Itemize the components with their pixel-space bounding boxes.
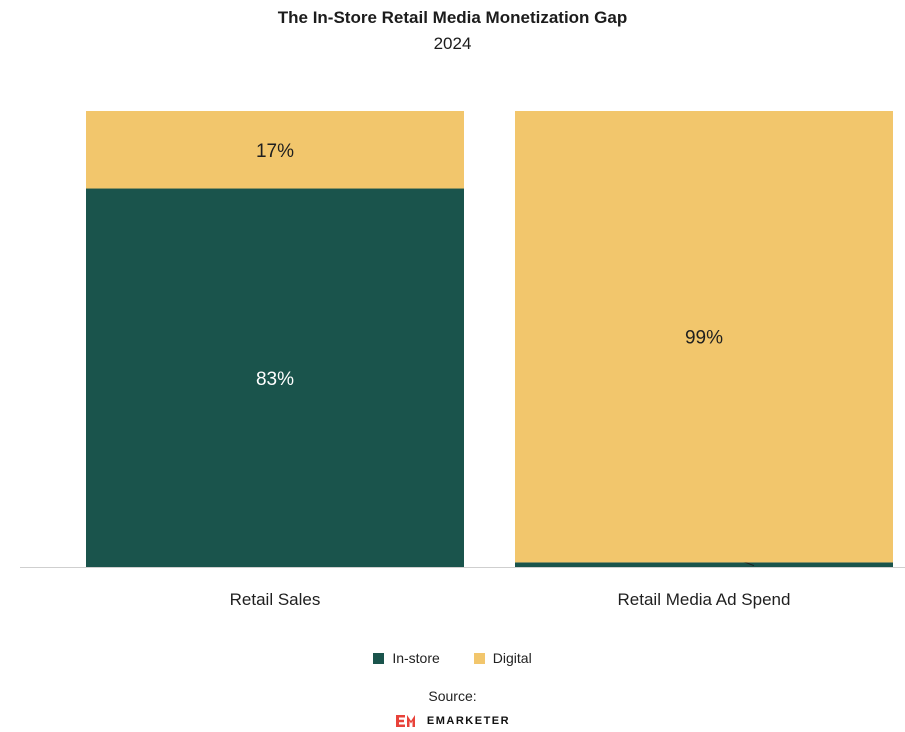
data-label-in-store-1: 83% — [256, 369, 294, 390]
category-label-2: Retail Media Ad Spend — [618, 590, 791, 609]
bar-segment-in-store-2 — [515, 562, 893, 567]
emarketer-logo: EMARKETER — [0, 714, 905, 728]
logo-text: EMARKETER — [426, 715, 511, 727]
stacked-bar-chart: 83%17%Retail Sales1%99%Retail Media Ad S… — [20, 111, 905, 609]
category-label-1: Retail Sales — [230, 590, 321, 609]
chart-title: The In-Store Retail Media Monetization G… — [277, 8, 628, 27]
chart-subtitle: 2024 — [433, 34, 472, 53]
source-label: Source: — [428, 688, 477, 704]
data-label-digital-1: 17% — [256, 141, 294, 162]
data-label-digital-2: 99% — [685, 328, 723, 349]
legend-item-in-store: In-store — [373, 650, 440, 666]
bar-segment-digital-1 — [86, 111, 464, 189]
legend: In-store Digital — [0, 650, 905, 666]
bar-segment-digital-2 — [515, 111, 893, 563]
legend-swatch-in-store — [373, 652, 385, 664]
legend-swatch-digital — [473, 652, 485, 664]
legend-label-digital: Digital — [492, 650, 532, 666]
bar-segment-in-store-1 — [86, 188, 464, 567]
em-logo-mark-icon — [395, 715, 415, 727]
legend-item-digital: Digital — [473, 650, 532, 666]
legend-label-in-store: In-store — [392, 650, 440, 666]
